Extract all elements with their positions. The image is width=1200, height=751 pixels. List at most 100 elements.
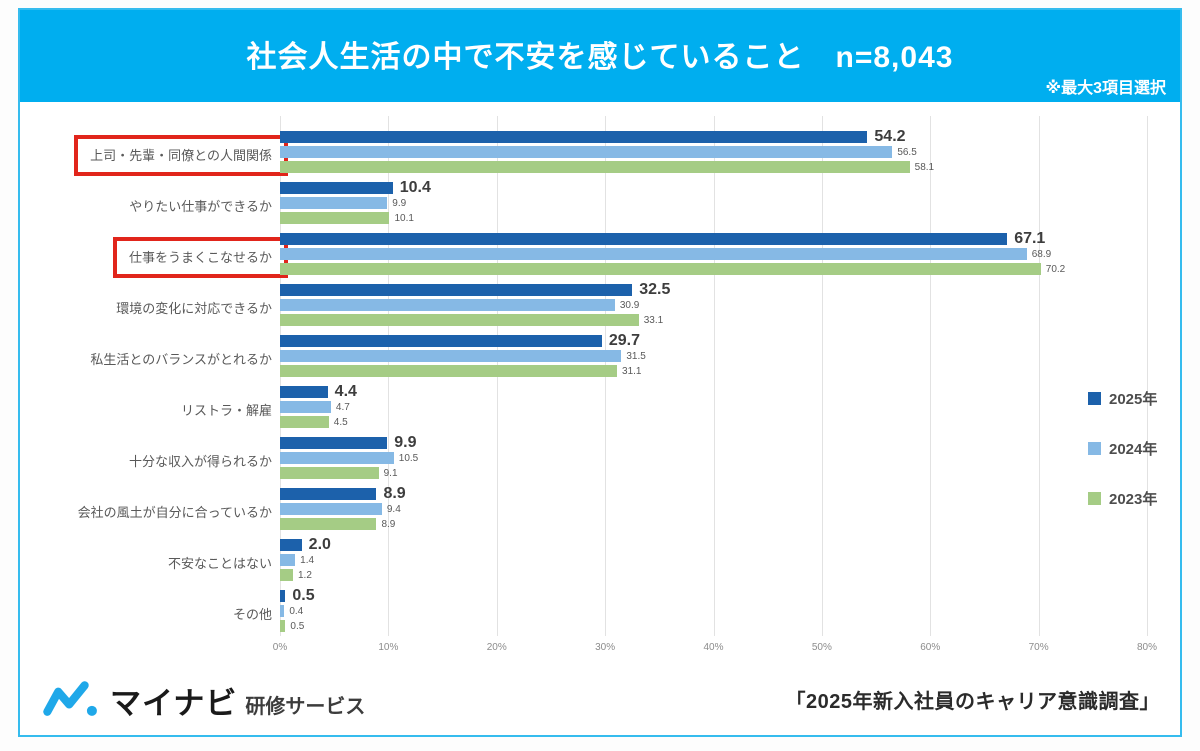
value-label: 29.7	[608, 332, 640, 349]
value-label: 4.4	[334, 383, 357, 400]
bar-2025年-7	[280, 488, 377, 500]
category-label: 仕事をうまくこなせるか	[30, 232, 288, 283]
bar-line: 70.2	[280, 263, 1065, 275]
value-label: 1.2	[298, 569, 312, 581]
category-label: やりたい仕事ができるか	[30, 181, 272, 232]
bar-2024年-7	[280, 503, 382, 515]
bar-line: 4.4	[280, 383, 357, 400]
bar-2024年-5	[280, 401, 331, 413]
value-label: 56.5	[897, 146, 917, 158]
legend-item-2025年: 2025年	[1088, 388, 1157, 408]
legend-swatch-icon	[1088, 391, 1101, 405]
category-label: 十分な収入が得られるか	[30, 436, 272, 487]
chart-row: 仕事をうまくこなせるか 67.1 68.9 70.2	[20, 230, 1180, 283]
bar-2023年-4	[280, 365, 618, 377]
chart-row: 上司・先輩・同僚との人間関係 54.2 56.5 58.1	[20, 128, 1180, 181]
value-label: 10.5	[398, 452, 419, 464]
bar-line: 67.1	[280, 230, 1045, 247]
bar-2023年-6	[280, 467, 379, 479]
bar-2024年-9	[280, 605, 285, 617]
category-label: 私生活とのバランスがとれるか	[30, 334, 272, 385]
bar-line: 58.1	[280, 161, 934, 173]
category-label-text: 環境の変化に対応できるか	[116, 300, 272, 316]
category-label-highlighted: 仕事をうまくこなせるか	[112, 236, 288, 279]
category-label: 上司・先輩・同僚との人間関係	[30, 130, 288, 181]
bar-line: 31.5	[280, 350, 646, 362]
bar-2023年-5	[280, 416, 329, 428]
chart-row: その他 0.5 0.4 0.5	[20, 587, 1180, 640]
bar-2024年-0	[280, 146, 893, 158]
x-axis-tick-label: 20%	[486, 642, 507, 653]
bar-line: 9.9	[280, 197, 406, 209]
bar-line: 0.4	[280, 605, 303, 617]
legend-item-2024年: 2024年	[1088, 438, 1157, 458]
bar-2025年-6	[280, 437, 388, 449]
chart-title: 社会人生活の中で不安を感じていること n=8,043	[246, 41, 954, 74]
value-label: 33.1	[643, 314, 664, 326]
bar-line: 0.5	[280, 587, 315, 604]
logo-brand-text: マイナビ	[110, 686, 238, 721]
bar-line: 10.4	[280, 179, 431, 196]
chart-row: 環境の変化に対応できるか 32.5 30.9 33.1	[20, 281, 1180, 334]
value-label: 4.5	[333, 416, 348, 428]
bar-line: 9.9	[280, 434, 417, 451]
bar-line: 1.2	[280, 569, 312, 581]
gridline	[713, 116, 715, 636]
value-label: 8.9	[383, 485, 406, 502]
chart-header: 社会人生活の中で不安を感じていること n=8,043 ※最大3項目選択	[20, 10, 1180, 102]
bar-line: 54.2	[280, 128, 906, 145]
value-label: 31.5	[626, 350, 646, 362]
category-label-text: 十分な収入が得られるか	[128, 453, 272, 469]
value-label: 9.9	[394, 434, 417, 451]
value-label: 0.5	[290, 620, 305, 632]
gridline	[821, 116, 823, 636]
value-label: 4.7	[335, 401, 350, 413]
bar-2023年-3	[280, 314, 639, 326]
x-axis-tick-label: 40%	[703, 642, 724, 653]
x-axis-tick-label: 50%	[811, 642, 832, 653]
category-label: リストラ・解雇	[30, 385, 272, 436]
value-label: 9.1	[383, 467, 398, 479]
category-label-text: リストラ・解雇	[180, 402, 272, 418]
selection-note: ※最大3項目選択	[1045, 80, 1166, 97]
chart-row: やりたい仕事ができるか 10.4 9.9 10.1	[20, 179, 1180, 232]
bar-2023年-1	[280, 212, 390, 224]
value-label: 10.1	[394, 212, 414, 224]
logo-suffix-text: 研修サービス	[245, 696, 366, 718]
bar-line: 4.5	[280, 416, 348, 428]
bar-2025年-5	[280, 386, 328, 398]
value-label: 54.2	[874, 128, 906, 145]
chart-row: 不安なことはない 2.0 1.4 1.2	[20, 536, 1180, 589]
x-axis-tick-label: 30%	[595, 642, 616, 653]
x-axis-tick-label: 10%	[378, 642, 399, 653]
bar-2024年-2	[280, 248, 1027, 260]
category-label: 会社の風土が自分に合っているか	[30, 487, 272, 538]
value-label: 9.9	[392, 197, 407, 209]
category-label: 環境の変化に対応できるか	[30, 283, 272, 334]
category-label-text: その他	[232, 606, 272, 622]
bar-2023年-8	[280, 569, 293, 581]
value-label: 32.5	[639, 281, 671, 298]
category-label-text: やりたい仕事ができるか	[129, 198, 272, 214]
mynavi-logo-icon	[43, 681, 97, 716]
bar-2023年-7	[280, 518, 377, 530]
value-label: 0.5	[292, 587, 315, 604]
value-label: 70.2	[1045, 263, 1066, 275]
legend-label: 2024年	[1109, 440, 1158, 458]
bar-line: 10.5	[280, 452, 418, 464]
bar-2024年-1	[280, 197, 388, 209]
bar-2023年-0	[280, 161, 910, 173]
bar-line: 8.9	[280, 518, 395, 530]
bar-line: 1.4	[280, 554, 314, 566]
category-label-text: 私生活とのバランスがとれるか	[90, 351, 272, 367]
gridline	[1038, 116, 1040, 636]
bar-line: 10.1	[280, 212, 414, 224]
bar-chart: 0% 10% 20% 30% 40% 50% 60% 70% 80% 上司・先輩・同僚との人間関係…	[20, 102, 1180, 662]
value-label: 58.1	[914, 161, 935, 173]
bar-2024年-4	[280, 350, 622, 362]
x-axis-tick-label: 60%	[920, 642, 941, 653]
x-axis-tick-label: 80%	[1136, 642, 1157, 653]
value-label: 30.9	[619, 299, 640, 311]
bar-line: 0.5	[280, 620, 304, 632]
